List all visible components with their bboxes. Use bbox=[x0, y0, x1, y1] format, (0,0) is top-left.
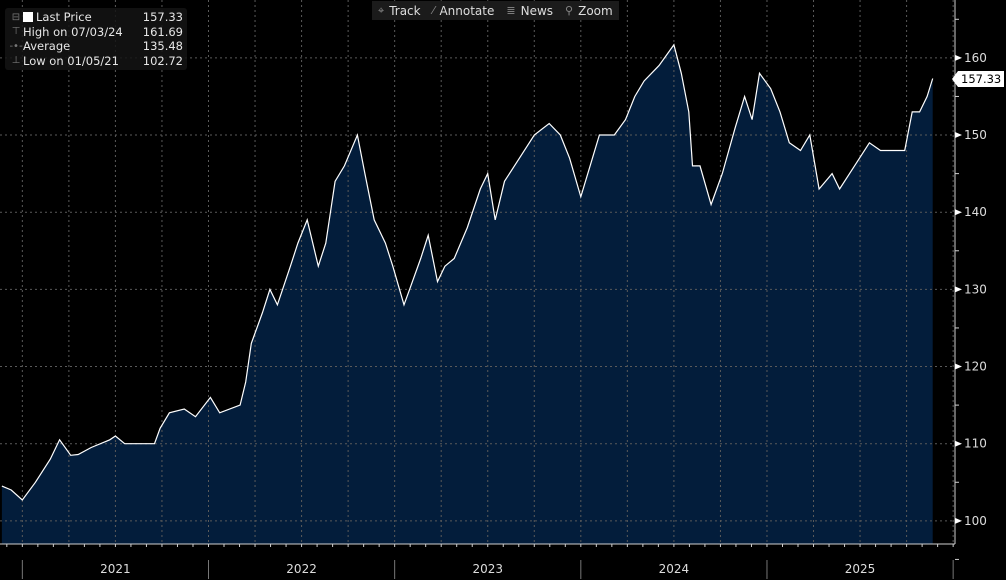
average-marker-icon: -•- bbox=[9, 40, 23, 52]
crosshair-icon: ⌖ bbox=[378, 3, 385, 17]
legend-high: ⊤ High on 07/03/24 161.69 bbox=[9, 25, 183, 40]
track-label: Track bbox=[389, 3, 421, 18]
y-tick-label: 110 bbox=[964, 437, 987, 451]
collapse-icon[interactable]: ⊟ bbox=[11, 11, 21, 23]
y-tick-arrow-icon bbox=[955, 440, 962, 447]
legend-value: 161.69 bbox=[142, 24, 183, 39]
legend-value: 135.48 bbox=[142, 39, 183, 54]
y-tick-arrow-icon bbox=[955, 363, 962, 370]
legend: ⊟ Last Price 157.33 ⊤ High on 07/03/24 1… bbox=[5, 8, 187, 70]
legend-label: Low on 01/05/21 bbox=[23, 53, 119, 68]
y-tick-label: 120 bbox=[964, 360, 987, 374]
annotate-button[interactable]: ⁄ Annotate bbox=[427, 1, 501, 20]
annotate-label: Annotate bbox=[439, 3, 495, 18]
series-swatch-icon bbox=[23, 12, 33, 23]
y-tick-label: 130 bbox=[964, 282, 987, 296]
low-marker-icon: ⊥ bbox=[11, 55, 21, 67]
x-tick-label: 2021 bbox=[100, 562, 131, 576]
x-tick-label: 2022 bbox=[286, 562, 317, 576]
last-price-tag: 157.33 bbox=[951, 71, 1005, 87]
news-button[interactable]: ≣ News bbox=[500, 1, 559, 20]
y-tick-arrow-icon bbox=[955, 54, 962, 61]
legend-label: Last Price bbox=[36, 10, 92, 25]
x-tick-label: 2025 bbox=[845, 562, 876, 576]
y-tick-label: 160 bbox=[964, 51, 987, 65]
legend-value: 102.72 bbox=[142, 53, 183, 68]
legend-label: High on 07/03/24 bbox=[23, 24, 123, 39]
y-tick-label: 140 bbox=[964, 205, 987, 219]
legend-label: Average bbox=[23, 39, 71, 54]
y-tick-label: 150 bbox=[964, 128, 987, 142]
high-marker-icon: ⊤ bbox=[11, 26, 21, 38]
zoom-label: Zoom bbox=[578, 3, 613, 18]
legend-average: -•- Average 135.48 bbox=[9, 39, 183, 54]
legend-value: 157.33 bbox=[142, 10, 183, 25]
zoom-icon: ⚲ bbox=[565, 4, 574, 17]
y-tick-arrow-icon bbox=[955, 517, 962, 524]
news-icon: ≣ bbox=[506, 4, 516, 17]
price-area bbox=[1, 44, 933, 545]
price-line bbox=[1, 43, 934, 501]
y-tick-arrow-icon bbox=[955, 132, 962, 139]
x-tick-label: 2024 bbox=[659, 562, 690, 576]
track-button[interactable]: ⌖ Track bbox=[372, 1, 427, 20]
news-label: News bbox=[520, 3, 554, 18]
zoom-button[interactable]: ⚲ Zoom bbox=[559, 1, 619, 20]
y-tick-label: 100 bbox=[964, 514, 987, 528]
legend-low: ⊥ Low on 01/05/21 102.72 bbox=[9, 54, 183, 69]
x-tick-label: 2023 bbox=[472, 562, 503, 576]
y-tick-arrow-icon bbox=[955, 209, 962, 216]
y-tick-arrow-icon bbox=[955, 286, 962, 293]
annotate-icon: ⁄ bbox=[432, 4, 435, 17]
legend-last-price[interactable]: ⊟ Last Price 157.33 bbox=[9, 10, 183, 25]
chart-toolbar: ⌖ Track ⁄ Annotate ≣ News ⚲ Zoom bbox=[372, 1, 619, 20]
